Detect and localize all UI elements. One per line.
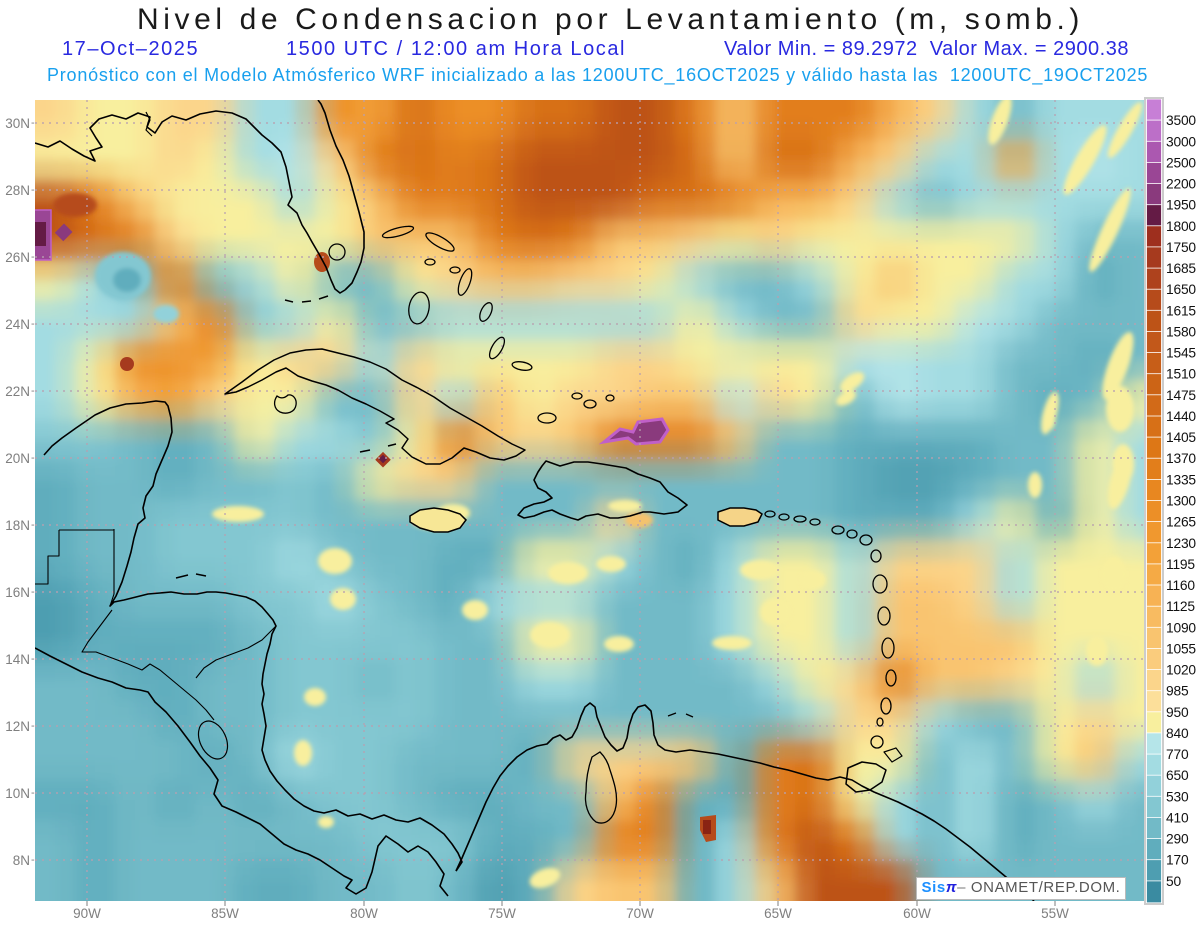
svg-text:75W: 75W (488, 906, 516, 921)
svg-text:26N: 26N (5, 250, 30, 265)
svg-text:50: 50 (1166, 874, 1181, 889)
svg-text:1615: 1615 (1166, 303, 1196, 318)
svg-text:1020: 1020 (1166, 663, 1196, 678)
svg-text:530: 530 (1166, 789, 1189, 804)
svg-text:14N: 14N (5, 652, 30, 667)
svg-text:1950: 1950 (1166, 198, 1196, 213)
svg-text:60W: 60W (903, 906, 931, 921)
svg-text:-: - (31, 854, 35, 866)
svg-text:-: - (31, 519, 35, 531)
svg-text:80W: 80W (350, 906, 378, 921)
svg-text:1370: 1370 (1166, 451, 1196, 466)
svg-text:30N: 30N (5, 116, 30, 131)
svg-text:1160: 1160 (1166, 578, 1195, 593)
svg-text:-: - (31, 452, 35, 464)
svg-text:16N: 16N (5, 585, 30, 600)
svg-text:85W: 85W (211, 906, 239, 921)
svg-text:650: 650 (1166, 768, 1189, 783)
svg-text:1300: 1300 (1166, 494, 1196, 509)
svg-text:410: 410 (1166, 811, 1189, 826)
svg-text:-: - (31, 586, 35, 598)
svg-text:1405: 1405 (1166, 430, 1196, 445)
svg-text:20N: 20N (5, 451, 30, 466)
svg-text:24N: 24N (5, 317, 30, 332)
svg-text:1545: 1545 (1166, 346, 1196, 361)
svg-text:90W: 90W (73, 906, 101, 921)
svg-text:-: - (31, 787, 35, 799)
svg-text:-: - (31, 720, 35, 732)
svg-text:1510: 1510 (1166, 367, 1196, 382)
svg-text:985: 985 (1166, 684, 1189, 699)
svg-text:170: 170 (1166, 853, 1189, 868)
svg-text:1580: 1580 (1166, 324, 1196, 339)
svg-text:2500: 2500 (1166, 155, 1196, 170)
svg-text:70W: 70W (626, 906, 654, 921)
svg-text:-: - (31, 318, 35, 330)
svg-text:-: - (31, 251, 35, 263)
svg-text:28N: 28N (5, 183, 30, 198)
svg-text:-: - (31, 385, 35, 397)
svg-text:1090: 1090 (1166, 620, 1196, 635)
svg-text:1195: 1195 (1166, 557, 1195, 572)
svg-text:1650: 1650 (1166, 282, 1196, 297)
svg-text:3000: 3000 (1166, 134, 1196, 149)
svg-text:12N: 12N (5, 719, 30, 734)
svg-text:-: - (31, 653, 35, 665)
svg-text:2200: 2200 (1166, 177, 1196, 192)
svg-text:950: 950 (1166, 705, 1189, 720)
svg-text:-: - (31, 117, 35, 129)
svg-text:10N: 10N (5, 786, 30, 801)
svg-text:1475: 1475 (1166, 388, 1196, 403)
svg-text:65W: 65W (764, 906, 792, 921)
svg-text:22N: 22N (5, 384, 30, 399)
svg-text:1750: 1750 (1166, 240, 1196, 255)
svg-text:-: - (31, 184, 35, 196)
svg-text:1335: 1335 (1166, 472, 1196, 487)
svg-text:1265: 1265 (1166, 515, 1196, 530)
svg-text:290: 290 (1166, 832, 1189, 847)
svg-text:1685: 1685 (1166, 261, 1196, 276)
svg-text:3500: 3500 (1166, 113, 1196, 128)
svg-text:770: 770 (1166, 747, 1189, 762)
svg-text:840: 840 (1166, 726, 1189, 741)
svg-text:1440: 1440 (1166, 409, 1196, 424)
svg-text:1230: 1230 (1166, 536, 1196, 551)
svg-text:8N: 8N (13, 853, 30, 868)
svg-text:1125: 1125 (1166, 599, 1195, 614)
svg-text:1055: 1055 (1166, 641, 1196, 656)
svg-text:1800: 1800 (1166, 219, 1196, 234)
svg-text:18N: 18N (5, 518, 30, 533)
svg-text:55W: 55W (1041, 906, 1069, 921)
